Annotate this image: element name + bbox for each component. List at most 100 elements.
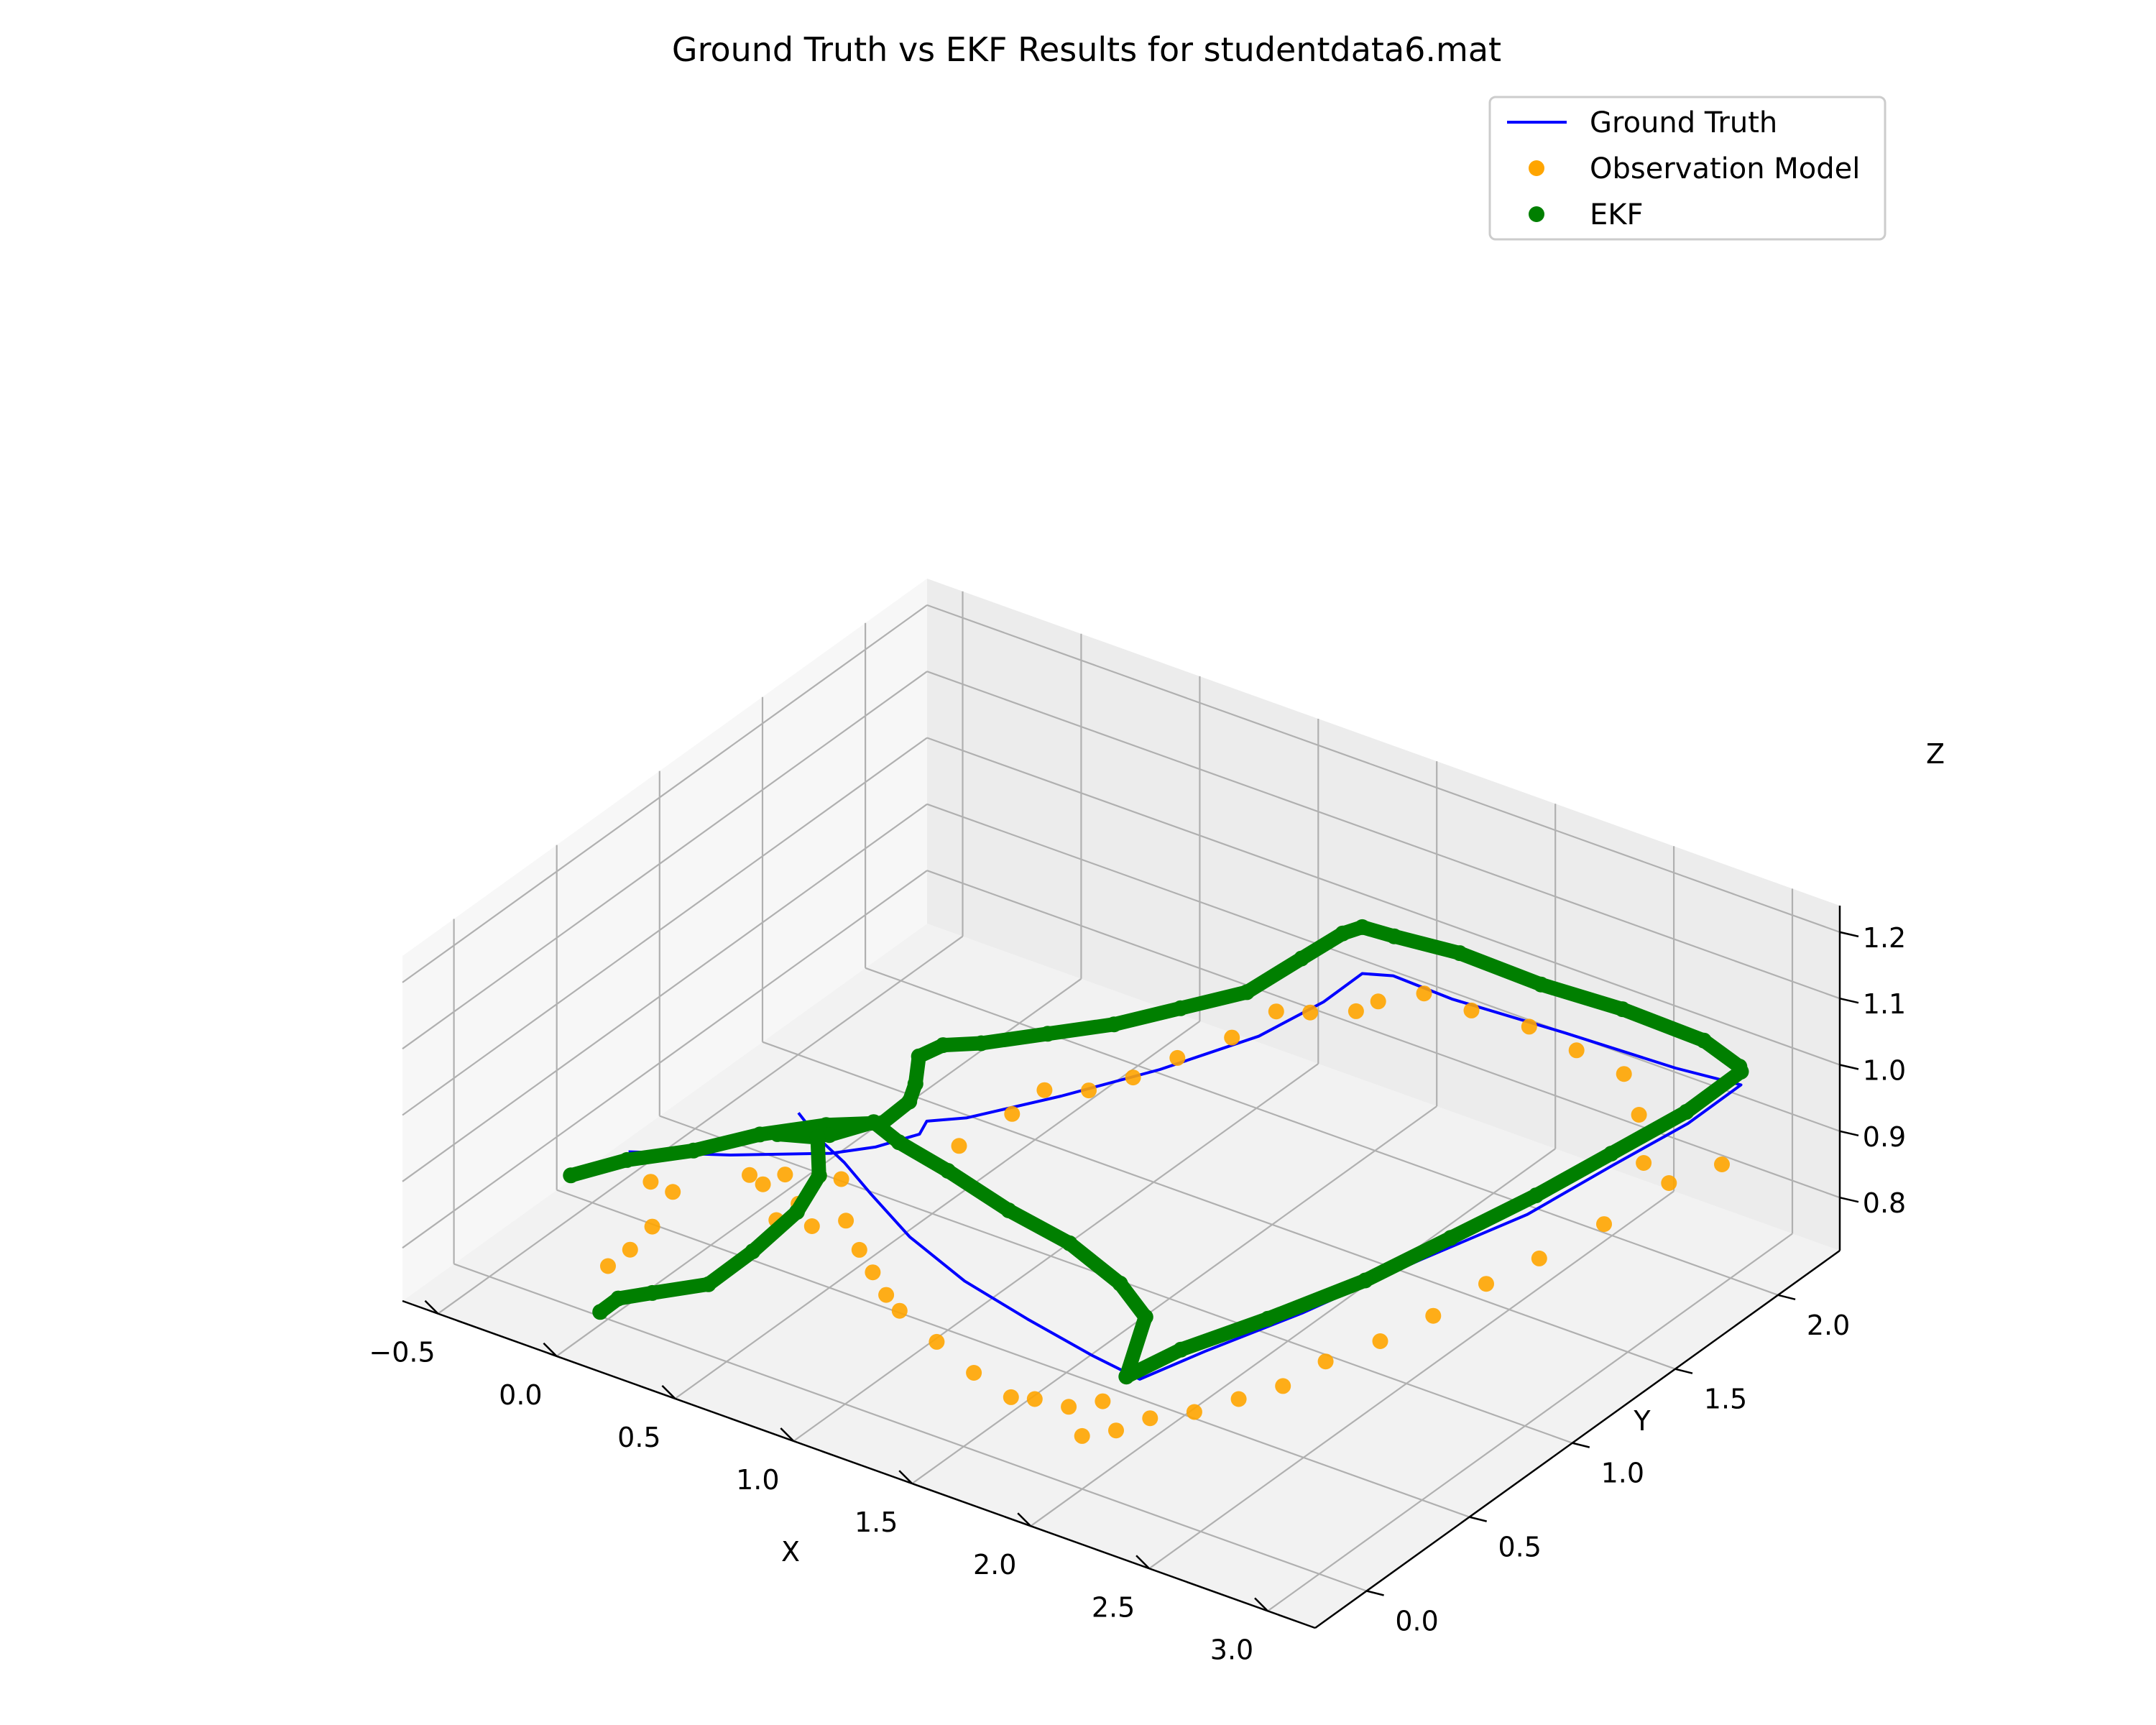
gridline-x-floor-7 — [1267, 1233, 1793, 1612]
observation-point-23 — [1142, 1410, 1158, 1427]
gridline-y-floor-0 — [453, 1263, 1367, 1592]
observation-point-15 — [929, 1333, 945, 1350]
ekf-point-43 — [811, 1167, 827, 1184]
x-axis-label: X — [781, 1536, 800, 1568]
ekf-point-30 — [1260, 1310, 1276, 1327]
ekf-point-13 — [1172, 1000, 1189, 1016]
legend-marker-observation-model — [1529, 160, 1544, 176]
observation-point-17 — [1003, 1389, 1019, 1405]
z-tick-2 — [1839, 1064, 1859, 1070]
observation-point-48 — [1125, 1070, 1141, 1086]
x-tick-label-2: 0.5 — [617, 1422, 660, 1453]
ekf-point-24 — [1733, 1063, 1749, 1080]
ground-truth-line — [628, 972, 1743, 1381]
observation-point-0 — [642, 1174, 659, 1190]
ekf-point-45 — [745, 1243, 761, 1260]
observation-point-31 — [1531, 1250, 1547, 1266]
ekf-point-1 — [619, 1151, 635, 1168]
x-tick-label-3: 1.0 — [736, 1464, 779, 1496]
left-wall-pane — [402, 579, 927, 1301]
series-ekf — [563, 919, 1749, 1385]
legend-label-ground-truth: Ground Truth — [1590, 106, 1777, 139]
gridline-x-floor-4 — [911, 1105, 1437, 1484]
y-tick-1 — [1469, 1516, 1488, 1522]
ekf-point-36 — [1000, 1202, 1017, 1218]
gridline-z-left-2 — [402, 737, 928, 1116]
observation-point-40 — [1463, 1002, 1480, 1018]
observation-point-12 — [865, 1264, 881, 1281]
observation-point-47 — [1169, 1049, 1186, 1066]
observation-point-49 — [1081, 1082, 1097, 1099]
observation-point-28 — [1372, 1333, 1388, 1349]
observation-point-16 — [966, 1365, 982, 1381]
z-tick-0 — [1839, 1196, 1859, 1203]
gridline-z-back-2 — [926, 737, 1841, 1066]
z-tick-label-2: 1.0 — [1863, 1055, 1906, 1087]
observation-point-2 — [644, 1218, 660, 1235]
observation-point-46 — [1224, 1029, 1240, 1046]
z-tick-3 — [1839, 997, 1859, 1004]
ekf-point-9 — [935, 1037, 952, 1054]
y-tick-label-0: 0.0 — [1395, 1606, 1438, 1637]
y-tick-2 — [1572, 1442, 1590, 1448]
x-tick-label-7: 3.0 — [1210, 1634, 1253, 1665]
ekf-point-21 — [1614, 1001, 1631, 1018]
observation-point-38 — [1568, 1042, 1585, 1059]
observation-point-21 — [1108, 1422, 1124, 1439]
observation-point-55 — [742, 1167, 757, 1183]
ekf-point-14 — [1239, 984, 1255, 1000]
z-tick-4 — [1839, 931, 1859, 938]
y-axis-label: Y — [1633, 1405, 1651, 1437]
observation-point-27 — [1317, 1353, 1334, 1370]
ekf-point-39 — [865, 1114, 882, 1131]
ekf-point-6 — [901, 1093, 918, 1110]
observation-point-37 — [1616, 1066, 1632, 1082]
z-tick-label-4: 1.2 — [1863, 922, 1906, 954]
gridline-y-floor-4 — [865, 967, 1779, 1296]
observation-point-8 — [838, 1213, 854, 1229]
ekf-point-0 — [563, 1167, 579, 1184]
y-tick-label-1: 0.5 — [1498, 1532, 1541, 1563]
ekf-point-48 — [610, 1290, 627, 1307]
y-tick-4 — [1777, 1294, 1796, 1301]
legend-marker-ekf — [1529, 206, 1544, 222]
x-tick-4 — [898, 1470, 913, 1484]
observation-point-51 — [1004, 1105, 1021, 1122]
ekf-point-27 — [1528, 1187, 1544, 1204]
observation-point-7 — [803, 1218, 820, 1234]
observation-point-24 — [1186, 1404, 1202, 1420]
gridline-x-floor-3 — [793, 1063, 1319, 1442]
ekf-point-47 — [644, 1284, 660, 1301]
observation-point-3 — [622, 1241, 638, 1258]
x-tick-5 — [1017, 1512, 1032, 1527]
observation-point-18 — [1026, 1391, 1043, 1407]
ekf-point-34 — [1112, 1275, 1128, 1292]
ekf-point-49 — [592, 1304, 609, 1320]
observation-point-10 — [833, 1171, 849, 1187]
ekf-point-41 — [769, 1126, 786, 1142]
ekf-point-20 — [1533, 976, 1549, 993]
y-tick-0 — [1366, 1590, 1384, 1596]
gridline-z-back-1 — [926, 803, 1841, 1132]
gridline-z-left-1 — [402, 803, 928, 1182]
axis-ticks: −0.5 0.0 0.5 1.0 1.5 2.0 2.5 3.0 0.0 0.5 1.0 1.5 2.0… — [369, 922, 1906, 1665]
ekf-point-37 — [940, 1163, 956, 1179]
observation-point-36 — [1631, 1107, 1647, 1123]
ekf-point-31 — [1173, 1341, 1189, 1358]
ekf-point-28 — [1442, 1230, 1459, 1246]
ekf-point-29 — [1357, 1272, 1373, 1289]
observation-point-50 — [1036, 1082, 1053, 1098]
ekf-point-19 — [1452, 945, 1468, 962]
observation-point-35 — [1636, 1155, 1652, 1171]
observation-point-19 — [1061, 1399, 1077, 1415]
ekf-point-10 — [973, 1035, 990, 1052]
observation-point-26 — [1275, 1378, 1291, 1394]
ekf-point-25 — [1678, 1103, 1695, 1120]
observation-point-45 — [1268, 1003, 1284, 1020]
observation-point-5 — [777, 1167, 793, 1183]
observation-point-22 — [1095, 1393, 1111, 1409]
observation-point-11 — [851, 1241, 867, 1258]
gridline-y-floor-1 — [556, 1189, 1470, 1518]
gridline-x-floor-6 — [1148, 1190, 1674, 1570]
ekf-point-32 — [1118, 1368, 1135, 1385]
